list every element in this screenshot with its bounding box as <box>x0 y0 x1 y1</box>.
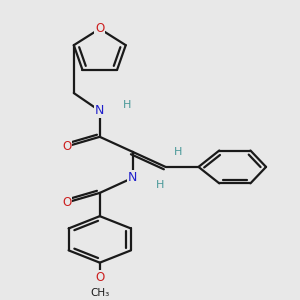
Text: N: N <box>95 104 104 117</box>
Text: CH₃: CH₃ <box>90 288 110 298</box>
Text: N: N <box>128 171 137 184</box>
Text: H: H <box>156 180 165 190</box>
Text: H: H <box>123 100 132 110</box>
Text: O: O <box>95 271 104 284</box>
Text: H: H <box>173 147 182 157</box>
Text: O: O <box>62 140 71 153</box>
Text: O: O <box>95 22 104 35</box>
Text: O: O <box>62 196 71 209</box>
